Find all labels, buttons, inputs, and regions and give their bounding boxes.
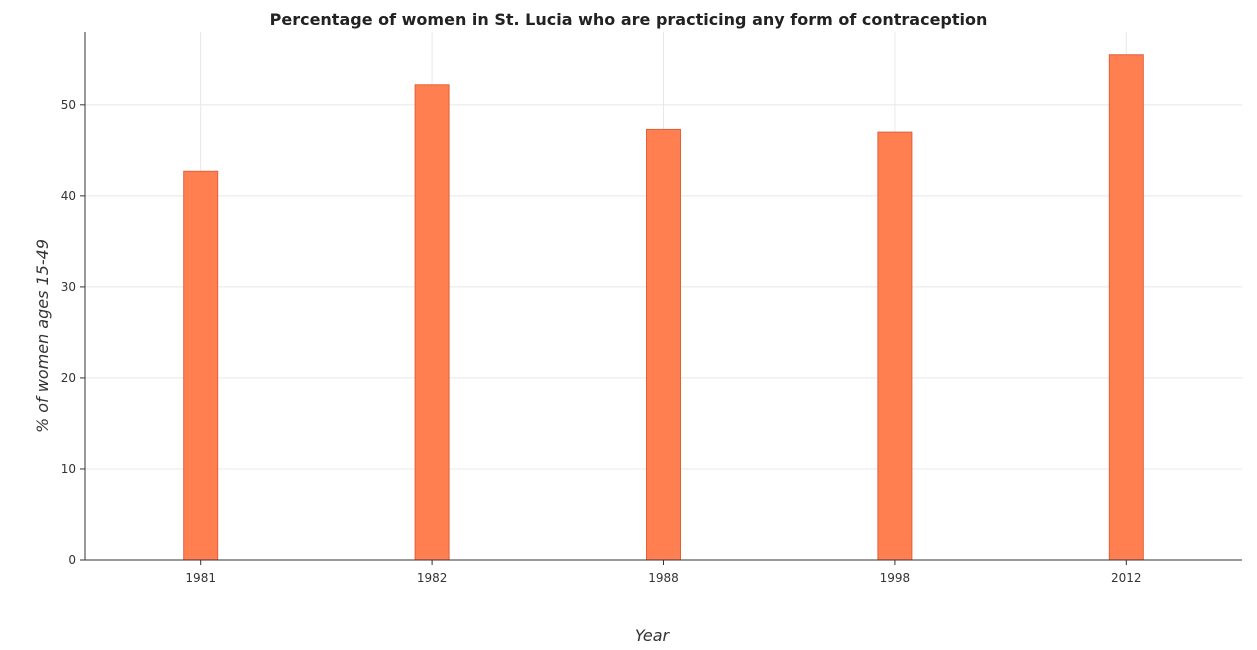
axes: 0 10 20 30 40 50 1981 1982 1988 1998 2012 — [61, 32, 1242, 585]
x-axis-title: Year — [635, 626, 671, 645]
x-tick-label: 2012 — [1111, 571, 1142, 585]
bar-2012 — [1108, 54, 1144, 561]
y-tick-label: 20 — [61, 371, 76, 385]
y-tick-label: 0 — [68, 553, 76, 567]
x-tick-label: 1982 — [417, 571, 448, 585]
bar-1982 — [414, 84, 450, 561]
bar-1988 — [646, 128, 681, 561]
bar-1981 — [183, 170, 219, 561]
x-tick-label: 1981 — [185, 571, 216, 585]
bar-1998 — [877, 131, 913, 561]
x-tick-label: 1998 — [880, 571, 911, 585]
bars — [183, 54, 1144, 561]
chart-title: Percentage of women in St. Lucia who are… — [269, 10, 988, 29]
y-tick-label: 40 — [61, 189, 76, 203]
y-axis-title: % of women ages 15-49 — [33, 239, 52, 433]
y-tick-label: 50 — [61, 98, 76, 112]
x-tick-label: 1988 — [648, 571, 679, 585]
y-tick-label: 30 — [61, 280, 76, 294]
y-tick-label: 10 — [61, 462, 76, 476]
